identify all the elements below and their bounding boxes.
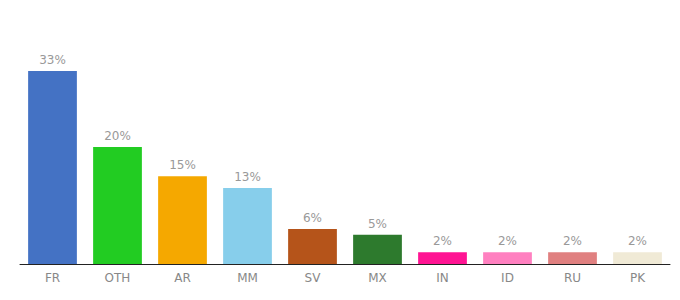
svg-text:MM: MM bbox=[237, 271, 258, 285]
svg-text:13%: 13% bbox=[234, 170, 261, 184]
svg-text:5%: 5% bbox=[368, 217, 387, 231]
svg-text:15%: 15% bbox=[169, 158, 196, 172]
svg-text:OTH: OTH bbox=[105, 271, 131, 285]
svg-text:20%: 20% bbox=[104, 129, 131, 143]
svg-text:2%: 2% bbox=[433, 234, 452, 248]
svg-text:2%: 2% bbox=[498, 234, 517, 248]
svg-text:2%: 2% bbox=[628, 234, 647, 248]
svg-text:IN: IN bbox=[436, 271, 449, 285]
svg-text:MX: MX bbox=[368, 271, 387, 285]
svg-text:ID: ID bbox=[501, 271, 514, 285]
svg-text:FR: FR bbox=[45, 271, 60, 285]
svg-text:AR: AR bbox=[174, 271, 191, 285]
svg-text:6%: 6% bbox=[303, 211, 322, 225]
svg-text:SV: SV bbox=[305, 271, 322, 285]
svg-text:RU: RU bbox=[564, 271, 581, 285]
svg-text:2%: 2% bbox=[563, 234, 582, 248]
svg-text:33%: 33% bbox=[39, 53, 66, 67]
svg-text:PK: PK bbox=[630, 271, 646, 285]
